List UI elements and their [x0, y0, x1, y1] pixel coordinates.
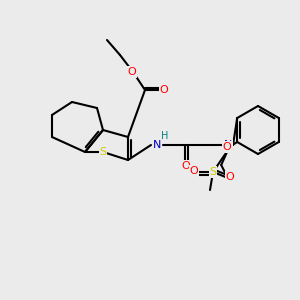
Text: O: O	[128, 67, 136, 77]
Text: O: O	[223, 142, 232, 152]
Text: S: S	[209, 167, 217, 177]
Text: O: O	[226, 172, 234, 182]
Text: O: O	[160, 85, 168, 95]
Text: O: O	[182, 161, 190, 171]
Text: H: H	[161, 131, 169, 141]
Text: O: O	[190, 166, 198, 176]
Text: S: S	[99, 147, 106, 157]
Text: N: N	[153, 140, 161, 150]
Text: N: N	[224, 140, 232, 150]
